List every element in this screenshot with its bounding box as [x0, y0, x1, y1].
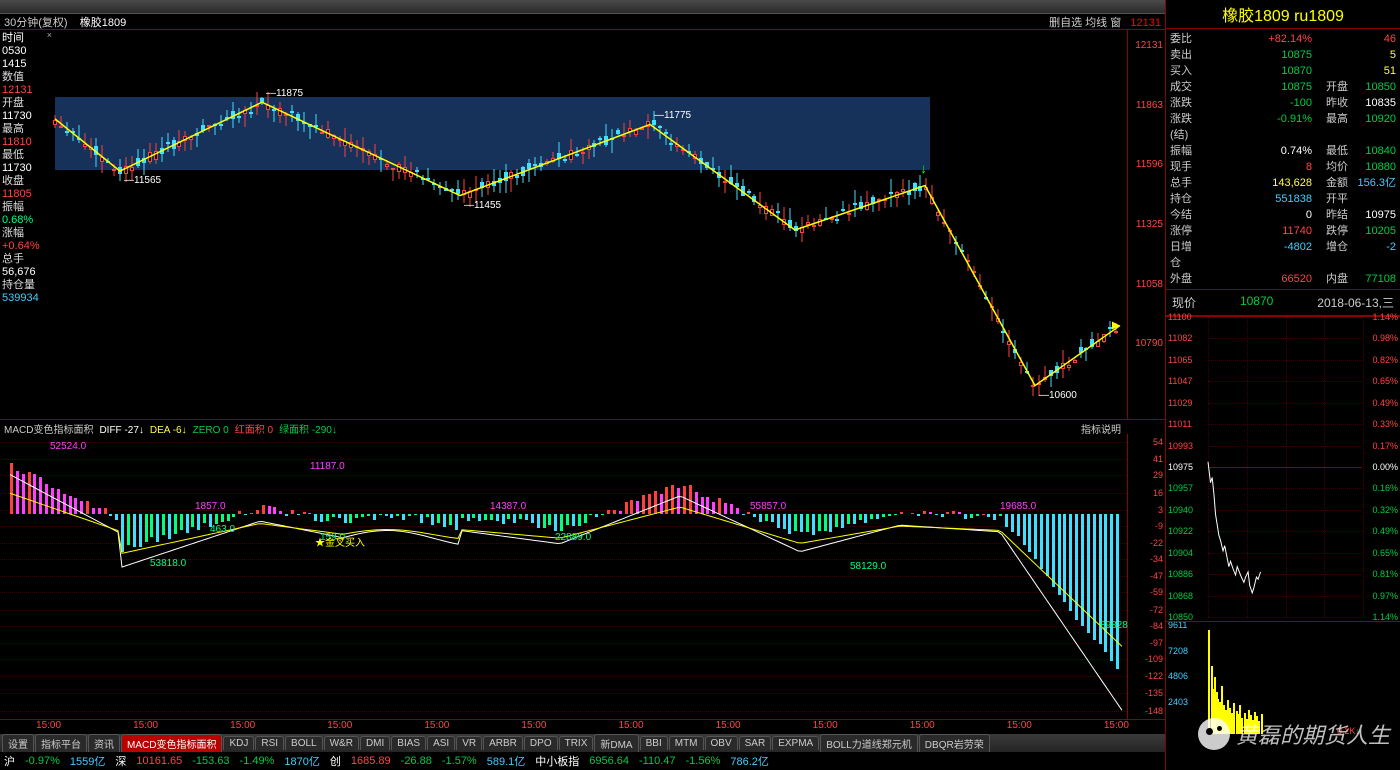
- close-icon[interactable]: ×: [47, 30, 52, 40]
- indicator-header: MACD变色指标面积DIFF -27↓DEA -6↓ZERO 0红面积 0绿面积…: [4, 421, 343, 433]
- quote-panel: 橡胶1809 ru1809 委比+82.14%46卖出108755买入10870…: [1165, 0, 1400, 770]
- indicator-tab[interactable]: DMI: [360, 736, 390, 750]
- indicator-tab[interactable]: BOLL: [285, 736, 323, 750]
- indicator-tab[interactable]: OBV: [705, 736, 738, 750]
- price-axis: 121311186311596113251105810790: [1127, 30, 1165, 419]
- ohlc-info-panel: × 时间05301415数值12131开盘11730最高11810最低11730…: [2, 32, 52, 305]
- indicator-tab[interactable]: MTM: [669, 736, 704, 750]
- status-bar: 沪-0.97%1559亿深10161.65-153.63-1.49%1870亿创…: [0, 752, 1165, 770]
- indicator-tab[interactable]: BIAS: [391, 736, 426, 750]
- tab-设置[interactable]: 设置: [2, 734, 34, 752]
- tab-资讯[interactable]: 资讯: [88, 734, 120, 752]
- now-price: 10870: [1240, 294, 1273, 311]
- chart-header: 30分钟(复权) 橡胶1809 删自选 均线 窗 12131: [0, 14, 1165, 30]
- indicator-tabs[interactable]: 设置指标平台资讯MACD变色指标面积KDJRSIBOLLW&RDMIBIASAS…: [0, 734, 1165, 752]
- indicator-tab[interactable]: VR: [456, 736, 482, 750]
- indicator-tab[interactable]: DPO: [524, 736, 558, 750]
- axis-top-value: 12131: [1130, 17, 1161, 29]
- indicator-tab[interactable]: BBI: [640, 736, 668, 750]
- watermark: 黄磊的期货人生: [1198, 718, 1390, 750]
- tab-指标平台[interactable]: 指标平台: [35, 734, 87, 752]
- indicator-tab[interactable]: MACD变色指标面积: [121, 734, 222, 752]
- indicator-tab[interactable]: SAR: [739, 736, 772, 750]
- weibo-icon: [1198, 718, 1230, 750]
- quote-grid: 委比+82.14%46卖出108755买入1087051成交10875开盘108…: [1166, 29, 1400, 289]
- indicator-explain-link[interactable]: 指标说明: [1081, 421, 1161, 433]
- indicator-tab[interactable]: ASI: [427, 736, 455, 750]
- top-menu[interactable]: [0, 0, 1165, 14]
- contract-name: 橡胶1809: [80, 17, 126, 29]
- indicator-tab[interactable]: KDJ: [223, 736, 254, 750]
- indicator-tab[interactable]: BOLL力道线郑元机: [820, 734, 918, 752]
- indicator-tab[interactable]: ARBR: [483, 736, 523, 750]
- indicator-tab[interactable]: W&R: [324, 736, 359, 750]
- time-axis: 15:0015:0015:0015:0015:0015:0015:0015:00…: [0, 720, 1165, 734]
- now-date: 2018-06-13,三: [1317, 294, 1394, 311]
- header-controls[interactable]: 删自选 均线 窗: [1049, 17, 1121, 29]
- now-label: 现价: [1172, 294, 1196, 311]
- indicator-tab[interactable]: EXPMA: [772, 736, 819, 750]
- indicator-tab[interactable]: 新DMA: [594, 734, 638, 752]
- current-price-row: 现价 10870 2018-06-13,三: [1166, 289, 1400, 316]
- indicator-tab[interactable]: DBQR岩劳荣: [919, 734, 990, 752]
- mini-intraday-chart[interactable]: 111001.14%110820.98%110650.82%110470.65%…: [1166, 316, 1400, 736]
- indicator-tab[interactable]: RSI: [255, 736, 284, 750]
- macd-indicator-panel[interactable]: MACD变色指标面积DIFF -27↓DEA -6↓ZERO 0红面积 0绿面积…: [0, 420, 1165, 720]
- quote-title: 橡胶1809 ru1809: [1166, 0, 1400, 29]
- indicator-bars: 52524.01857.0463.0159.053818.011187.0★金叉…: [0, 434, 1165, 719]
- indicator-tab[interactable]: TRIX: [559, 736, 594, 750]
- candlestick-chart[interactable]: 121311186311596113251105810790 —11565—11…: [0, 30, 1165, 420]
- timeframe-label: 30分钟(复权): [4, 17, 68, 29]
